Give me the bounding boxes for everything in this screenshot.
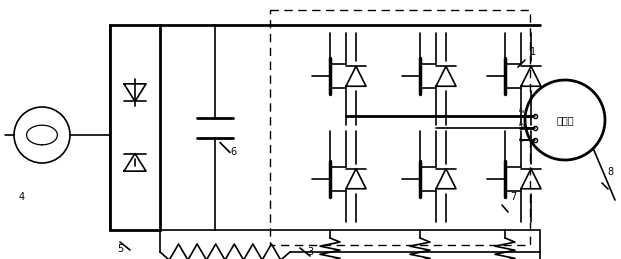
Text: 压缩机: 压缩机 bbox=[556, 115, 574, 125]
Text: 5: 5 bbox=[117, 244, 123, 254]
Text: $i_a$: $i_a$ bbox=[518, 104, 525, 116]
Bar bbox=[270, 10, 530, 245]
Text: 7: 7 bbox=[510, 192, 516, 202]
Text: $i_b$: $i_b$ bbox=[518, 118, 525, 130]
Text: 6: 6 bbox=[230, 147, 236, 157]
Bar bbox=[110, 25, 160, 230]
Text: 8: 8 bbox=[607, 167, 613, 177]
Text: $i_c$: $i_c$ bbox=[518, 133, 525, 145]
Text: 4: 4 bbox=[19, 192, 25, 202]
Text: 1: 1 bbox=[530, 47, 536, 57]
Text: 3: 3 bbox=[307, 247, 313, 257]
Circle shape bbox=[525, 80, 605, 160]
